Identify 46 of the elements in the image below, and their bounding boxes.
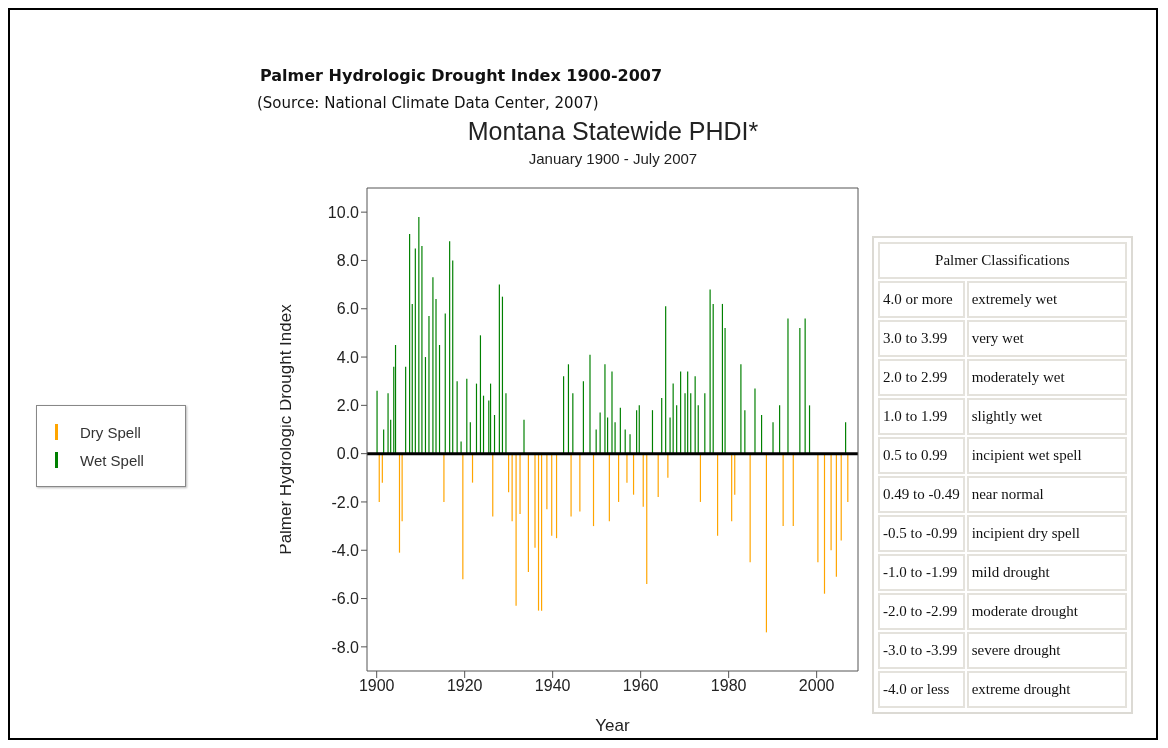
category-label: -2.0 to -2.99 xyxy=(883,603,958,619)
x-tick-label: 1960 xyxy=(622,677,659,695)
text: moderate drought xyxy=(971,603,1078,619)
text: mild drought xyxy=(971,564,1050,580)
text: extremely wet xyxy=(971,291,1058,307)
legend-label: Wet Spell xyxy=(80,451,144,469)
category-label: 0.5 to 0.99 xyxy=(883,447,948,463)
y-tick-label: 10.0 xyxy=(327,203,360,221)
y-tick-label: 2.0 xyxy=(336,397,360,415)
x-tick-label: 1900 xyxy=(358,677,395,695)
y-tick-label: 8.0 xyxy=(336,252,360,270)
text: severe drought xyxy=(971,642,1061,658)
text: Palmer Classifications xyxy=(935,252,1070,268)
y-tick-label: -2.0 xyxy=(331,493,360,511)
x-tick-label: 2000 xyxy=(798,677,835,695)
y-tick-label: 6.0 xyxy=(336,300,360,318)
category-label: -0.5 to -0.99 xyxy=(883,525,958,541)
category-label: 1.0 to 1.99 xyxy=(883,408,948,424)
chart-title: Montana Statewide PHDI* xyxy=(467,117,759,145)
text: moderately wet xyxy=(971,369,1065,385)
x-tick-label: 1940 xyxy=(534,677,571,695)
category-label: -1.0 to -1.99 xyxy=(883,564,958,580)
y-tick-label: -6.0 xyxy=(331,590,360,608)
text: Palmer Hydrologic Drought Index 1900-2007 xyxy=(260,66,663,85)
text: extreme drought xyxy=(971,681,1071,697)
text: incipient dry spell xyxy=(971,525,1080,541)
x-tick-label: 1980 xyxy=(710,677,747,695)
category-label: -3.0 to -3.99 xyxy=(883,642,958,658)
chart-subtitle: January 1900 - July 2007 xyxy=(528,150,698,167)
text: (Source: National Climate Data Center, 2007) xyxy=(257,94,599,112)
text: slightly wet xyxy=(971,408,1043,424)
category-label: 3.0 to 3.99 xyxy=(883,330,948,346)
legend-label: Dry Spell xyxy=(80,423,141,441)
category-label: -4.0 or less xyxy=(883,681,950,697)
category-label: 2.0 to 2.99 xyxy=(883,369,948,385)
category-label: 0.49 to -0.49 xyxy=(883,486,960,502)
y-tick-label: -4.0 xyxy=(331,541,360,559)
y-tick-label: 4.0 xyxy=(336,348,360,366)
text: very wet xyxy=(971,330,1024,346)
x-tick-label: 1920 xyxy=(446,677,483,695)
text: incipient wet spell xyxy=(971,447,1082,463)
text: near normal xyxy=(971,486,1044,502)
y-tick-label: 0.0 xyxy=(336,445,360,463)
y-tick-label: -8.0 xyxy=(331,638,360,656)
category-label: 4.0 or more xyxy=(883,291,953,307)
x-axis-title: Year xyxy=(595,716,631,735)
